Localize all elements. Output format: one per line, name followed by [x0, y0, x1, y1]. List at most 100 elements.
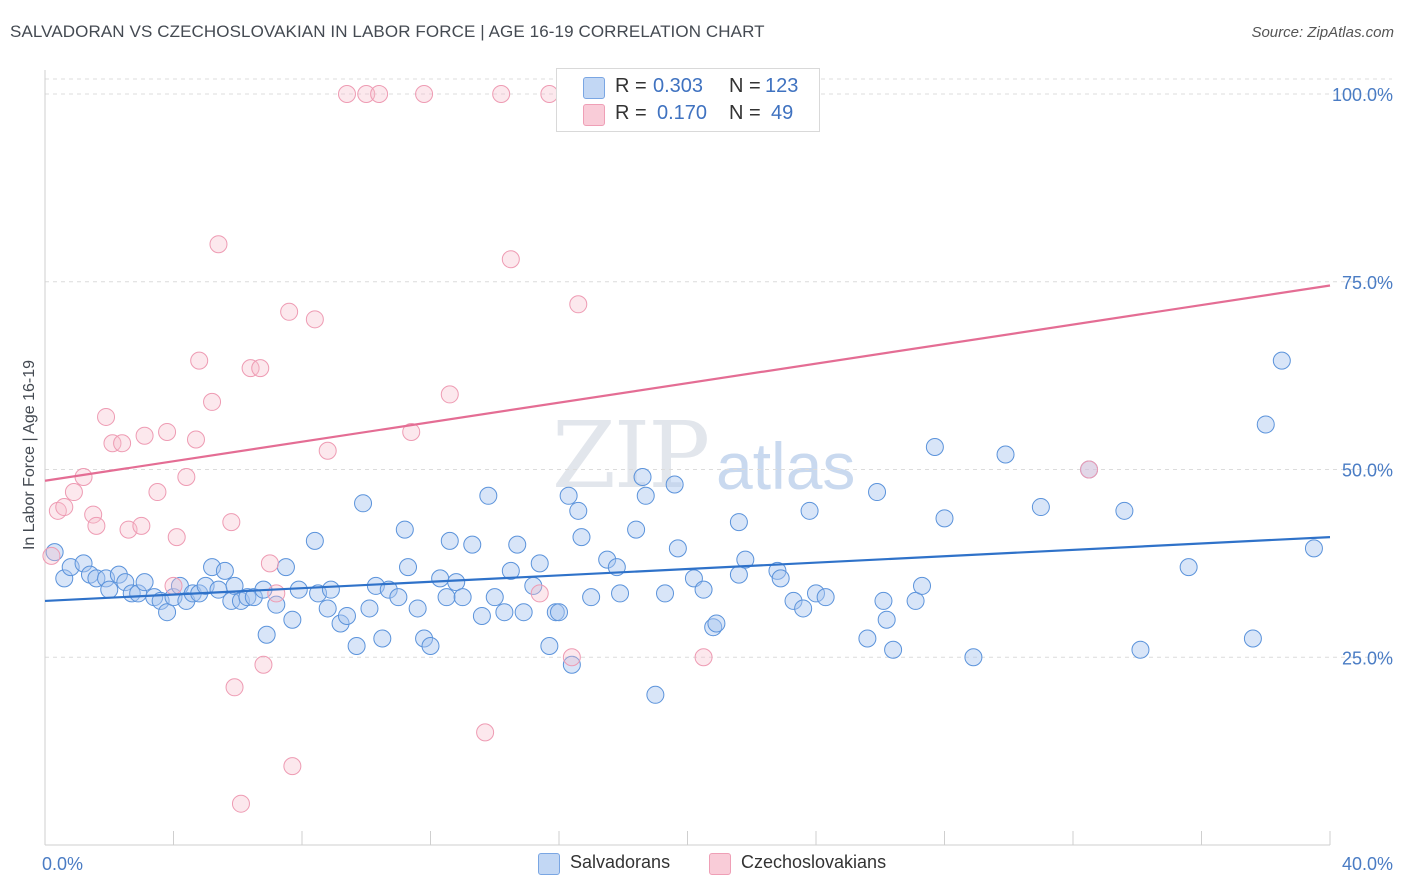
bottom-legend-label-salvadorans: Salvadorans — [570, 852, 671, 872]
x-tick-label: 0.0% — [42, 854, 83, 874]
salvadoran-point — [582, 588, 601, 607]
salvadoran-point — [1115, 501, 1134, 520]
salvadoran-point — [440, 531, 459, 550]
czechoslovakian-point — [415, 85, 434, 104]
legend-n-value: 123 — [765, 75, 799, 97]
salvadoran-point — [906, 591, 925, 610]
salvadoran-point — [109, 565, 128, 584]
salvadoran-point — [447, 573, 466, 592]
salvadoran-point — [354, 494, 373, 513]
salvadoran-point — [800, 501, 819, 520]
salvadoran-point — [100, 580, 119, 599]
czechoslovakian-point — [113, 434, 132, 453]
bottom-legend-label-czechoslovakians: Czechoslovakians — [741, 852, 887, 872]
salvadoran-point — [540, 636, 559, 655]
czechoslovakian-point — [530, 584, 549, 603]
salvadoran-point — [1031, 498, 1050, 517]
salvadoran-point — [877, 610, 896, 629]
y-tick-label: 50.0% — [1342, 461, 1393, 481]
salvadoran-point — [116, 573, 135, 592]
czechoslovakian-point — [254, 655, 273, 674]
salvadoran-point — [562, 655, 581, 674]
salvadoran-point — [646, 685, 665, 704]
czechoslovakian-point — [55, 498, 74, 517]
salvadoran-point — [415, 629, 434, 648]
salvadoran-point — [135, 573, 154, 592]
czechoslovakians-points — [42, 85, 1099, 813]
czechoslovakian-point — [64, 483, 83, 502]
watermark-atlas: atlas — [716, 429, 856, 503]
czechoslovakian-point — [694, 648, 713, 667]
czechoslovakian-point — [225, 678, 244, 697]
czechoslovakian-point — [87, 516, 106, 535]
salvadoran-point — [729, 513, 748, 532]
salvadoran-point — [868, 483, 887, 502]
salvadoran-point — [337, 606, 356, 625]
czechoslovakian-point — [135, 426, 154, 445]
czechoslovakian-point — [42, 546, 61, 565]
salvadoran-point — [598, 550, 617, 569]
salvadoran-point — [472, 606, 491, 625]
salvadoran-point — [816, 588, 835, 607]
salvadoran-point — [794, 599, 813, 618]
salvadorans-trend-line — [44, 535, 1331, 603]
legend-swatch-salvadorans — [583, 77, 605, 99]
salvadoran-point — [501, 561, 520, 580]
salvadoran-point — [668, 539, 687, 558]
salvadoran-point — [508, 535, 527, 554]
czechoslovakian-point — [103, 434, 122, 453]
czechoslovakian-point — [203, 392, 222, 411]
x-tick-label: 40.0% — [1342, 854, 1393, 874]
salvadoran-point — [321, 580, 340, 599]
legend-r-value: 0.170 — [657, 102, 708, 124]
czechoslovakian-point — [337, 85, 356, 104]
salvadoran-point — [215, 561, 234, 580]
czechoslovakian-point — [260, 554, 279, 573]
salvadoran-point — [530, 554, 549, 573]
y-tick-label: 100.0% — [1332, 85, 1393, 105]
czechoslovakian-point — [251, 359, 270, 378]
salvadoran-point — [559, 486, 578, 505]
salvadoran-point — [707, 614, 726, 633]
salvadoran-point — [238, 588, 257, 607]
salvadoran-point — [1272, 351, 1291, 370]
czechoslovakian-point — [241, 359, 260, 378]
czechoslovakian-point — [177, 468, 196, 487]
czechoslovakians-trend-line — [44, 284, 1331, 482]
salvadoran-point — [379, 580, 398, 599]
legend-n-value: 49 — [771, 102, 794, 124]
salvadoran-point — [257, 625, 276, 644]
salvadoran-point — [305, 531, 324, 550]
salvadoran-point — [225, 576, 244, 595]
czechoslovakian-point — [84, 505, 103, 524]
salvadoran-point — [694, 580, 713, 599]
salvadoran-point — [514, 603, 533, 622]
czechoslovakian-point — [305, 310, 324, 329]
salvadoran-point — [1179, 558, 1198, 577]
czechoslovakian-point — [267, 584, 286, 603]
czechoslovakian-point — [231, 794, 250, 813]
salvadoran-point — [964, 648, 983, 667]
salvadoran-point — [784, 591, 803, 610]
czechoslovakian-point — [370, 85, 389, 104]
salvadoran-point — [633, 468, 652, 487]
salvadoran-point — [771, 569, 790, 588]
y-axis-label: In Labor Force | Age 16-19 — [21, 360, 38, 550]
czechoslovakian-point — [132, 516, 151, 535]
correlation-legend: R = 0.303 N = 123 R = 0.170 N = 49 — [556, 68, 820, 132]
legend-r-label: R = — [615, 75, 647, 97]
czechoslovakian-point — [440, 385, 459, 404]
salvadoran-point — [408, 599, 427, 618]
salvadoran-point — [656, 584, 675, 603]
salvadoran-point — [736, 550, 755, 569]
salvadoran-point — [729, 565, 748, 584]
salvadoran-point — [636, 486, 655, 505]
salvadoran-point — [858, 629, 877, 648]
salvadoran-point — [399, 558, 418, 577]
czechoslovakian-point — [190, 351, 209, 370]
salvadoran-point — [996, 445, 1015, 464]
czechoslovakian-point — [476, 723, 495, 742]
salvadoran-point — [347, 636, 366, 655]
salvadoran-point — [318, 599, 337, 618]
